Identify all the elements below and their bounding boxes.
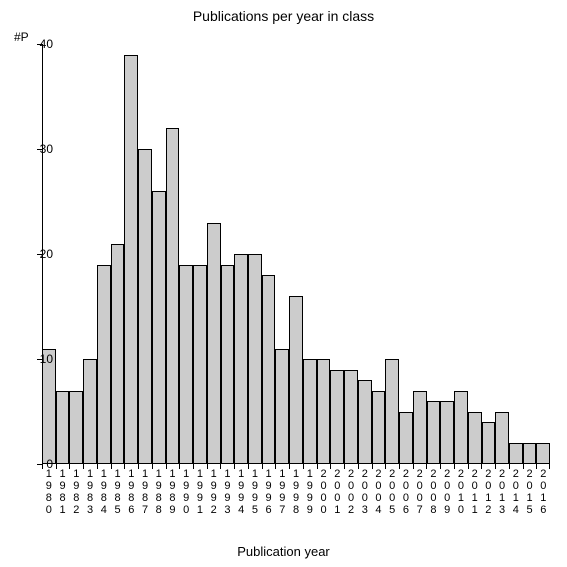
x-tick-label: 1990	[179, 468, 193, 516]
bar	[179, 265, 193, 465]
bar	[536, 443, 550, 464]
bar	[248, 254, 262, 464]
x-tick-label: 1989	[166, 468, 180, 516]
x-tick-label: 2013	[495, 468, 509, 516]
x-tick-label: 2006	[399, 468, 413, 516]
bar	[509, 443, 523, 464]
bar	[56, 391, 70, 465]
x-tick-label: 2008	[427, 468, 441, 516]
bar	[399, 412, 413, 465]
x-tick-label: 1995	[248, 468, 262, 516]
x-tick-label: 2011	[468, 468, 482, 516]
y-tick-label: 20	[25, 247, 53, 261]
x-tick-label: 1994	[234, 468, 248, 516]
plot-area	[42, 44, 550, 464]
bar	[152, 191, 166, 464]
bar	[234, 254, 248, 464]
bar	[193, 265, 207, 465]
bar	[207, 223, 221, 465]
x-tick-label: 2009	[440, 468, 454, 516]
x-tick-label: 1981	[56, 468, 70, 516]
y-tick-label: 40	[25, 37, 53, 51]
x-tick-label: 1984	[97, 468, 111, 516]
bar	[138, 149, 152, 464]
x-tick-label: 1992	[207, 468, 221, 516]
bar	[427, 401, 441, 464]
x-tick-label: 2014	[509, 468, 523, 516]
x-tick-label: 2002	[344, 468, 358, 516]
bar	[111, 244, 125, 465]
x-tick-label: 1998	[289, 468, 303, 516]
bar	[495, 412, 509, 465]
bar	[482, 422, 496, 464]
x-tick-label: 2005	[385, 468, 399, 516]
x-tick-label: 2015	[523, 468, 537, 516]
bar	[289, 296, 303, 464]
bar	[454, 391, 468, 465]
bar	[344, 370, 358, 465]
x-tick-label: 2001	[330, 468, 344, 516]
x-tick-label: 1999	[303, 468, 317, 516]
x-tick-label: 1987	[138, 468, 152, 516]
x-tick-label: 2012	[482, 468, 496, 516]
x-tick-label: 2000	[317, 468, 331, 516]
bar	[358, 380, 372, 464]
bar	[303, 359, 317, 464]
bar	[385, 359, 399, 464]
x-tick-label: 1996	[262, 468, 276, 516]
bar	[221, 265, 235, 465]
bar	[97, 265, 111, 465]
x-tick-label: 2010	[454, 468, 468, 516]
x-axis-title: Publication year	[0, 544, 567, 559]
x-tick-label: 2003	[358, 468, 372, 516]
x-tick-label: 1983	[83, 468, 97, 516]
x-labels-group: 1980198119821983198419851986198719881989…	[42, 468, 550, 516]
x-tick-label: 1980	[42, 468, 56, 516]
x-tick-label: 1988	[152, 468, 166, 516]
chart-container: Publications per year in class #P 010203…	[0, 0, 567, 567]
x-tick-label: 1982	[69, 468, 83, 516]
bar	[440, 401, 454, 464]
x-tick-label: 2007	[413, 468, 427, 516]
bar	[330, 370, 344, 465]
bar	[468, 412, 482, 465]
bar	[413, 391, 427, 465]
y-tick-label: 10	[25, 352, 53, 366]
x-tick-label: 1986	[124, 468, 138, 516]
x-tick-label: 1993	[221, 468, 235, 516]
x-tick-label: 2016	[536, 468, 550, 516]
bar	[523, 443, 537, 464]
x-tick-label: 2004	[372, 468, 386, 516]
x-tick-label: 1991	[193, 468, 207, 516]
bar	[124, 55, 138, 465]
x-tick-label: 1997	[275, 468, 289, 516]
bar	[69, 391, 83, 465]
bar	[317, 359, 331, 464]
chart-title: Publications per year in class	[0, 8, 567, 24]
y-tick-label: 30	[25, 142, 53, 156]
bar	[372, 391, 386, 465]
bars-group	[42, 44, 550, 464]
bar	[83, 359, 97, 464]
bar	[262, 275, 276, 464]
bar	[275, 349, 289, 465]
x-tick-label: 1985	[111, 468, 125, 516]
bar	[166, 128, 180, 464]
